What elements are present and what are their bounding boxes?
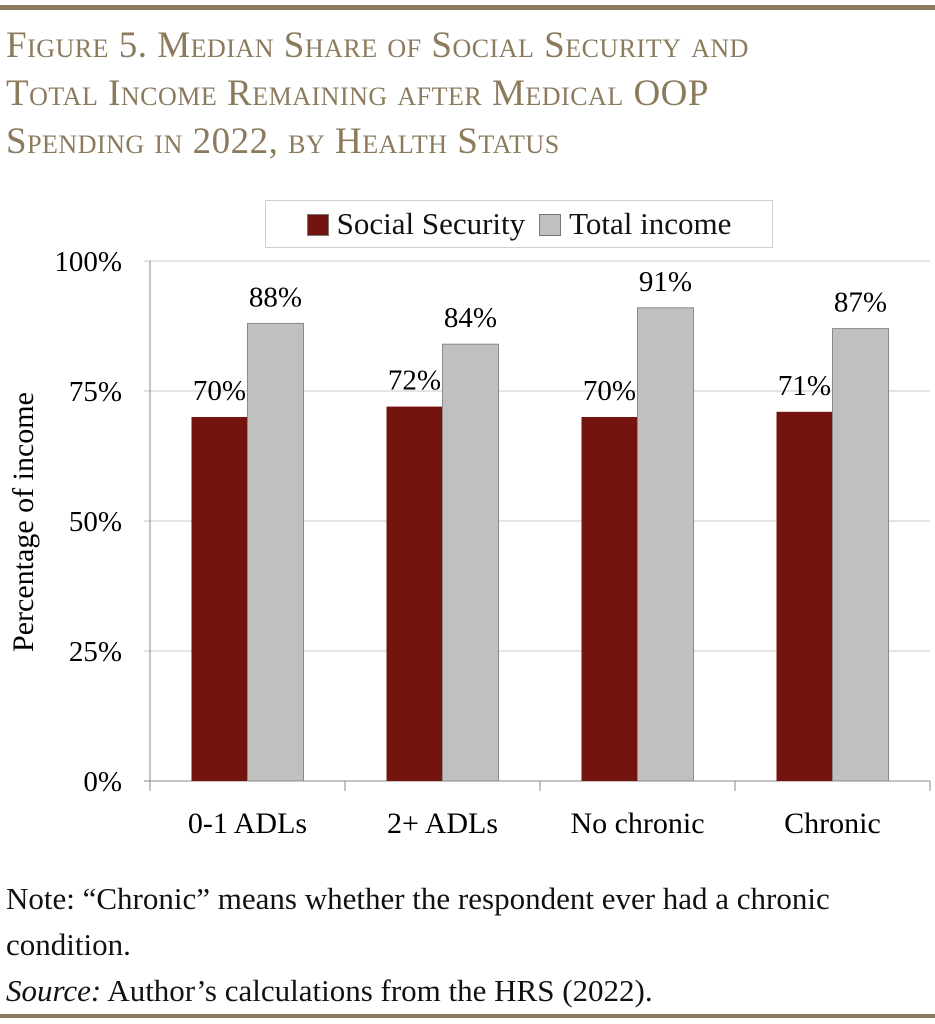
legend: Social Security Total income	[265, 200, 773, 248]
notes: Note: “Chronic” means whether the respon…	[6, 876, 926, 1014]
legend-label: Social Security	[336, 206, 526, 241]
data-label: 91%	[639, 266, 692, 298]
bottom-rule	[0, 1014, 935, 1018]
title-line: Figure 5. Median Share of Social Securit…	[6, 25, 749, 66]
bar-total-income	[637, 307, 694, 782]
x-tick-label: 0-1 ADLs	[188, 807, 307, 840]
data-label: 88%	[249, 281, 302, 313]
legend-swatch	[539, 214, 562, 236]
x-tick-label: Chronic	[784, 807, 881, 840]
y-tick-label: 75%	[69, 376, 122, 408]
legend-swatch	[306, 214, 329, 236]
bar-total-income	[442, 343, 499, 782]
data-label: 84%	[444, 302, 497, 334]
bar-social-security	[386, 406, 443, 781]
top-rule	[0, 5, 935, 10]
figure-title: Figure 5. Median Share of Social Securit…	[6, 22, 931, 166]
bar-total-income	[832, 328, 889, 782]
legend-item-total-income: Total income	[539, 206, 731, 242]
source-label: Source:	[6, 973, 102, 1008]
source-line: Source: Author’s calculations from the H…	[6, 968, 926, 1014]
data-label: 71%	[778, 370, 831, 402]
y-tick-label: 50%	[69, 506, 122, 538]
legend-item-social-security: Social Security	[306, 206, 526, 242]
data-label: 70%	[193, 375, 246, 407]
source-text: Author’s calculations from the HRS (2022…	[101, 973, 653, 1008]
x-tick-label: 2+ ADLs	[387, 807, 498, 840]
y-tick-label: 0%	[83, 766, 122, 798]
bar-total-income	[247, 322, 304, 782]
data-label: 72%	[388, 365, 441, 397]
y-tick-label: 25%	[69, 636, 122, 668]
note-text: Note: “Chronic” means whether the respon…	[6, 881, 830, 962]
y-axis-label: Percentage of income	[7, 392, 40, 652]
title-line: Spending in 2022, by Health Status	[6, 121, 560, 162]
x-tick-label: No chronic	[570, 807, 704, 840]
bar-social-security	[581, 417, 638, 781]
y-tick-label: 100%	[54, 246, 122, 278]
bar-social-security	[191, 417, 248, 781]
bar-social-security	[776, 411, 833, 781]
legend-label: Total income	[569, 206, 732, 241]
title-line: Total Income Remaining after Medical OOP	[6, 73, 709, 114]
data-label: 70%	[583, 375, 636, 407]
data-label: 87%	[834, 287, 887, 319]
